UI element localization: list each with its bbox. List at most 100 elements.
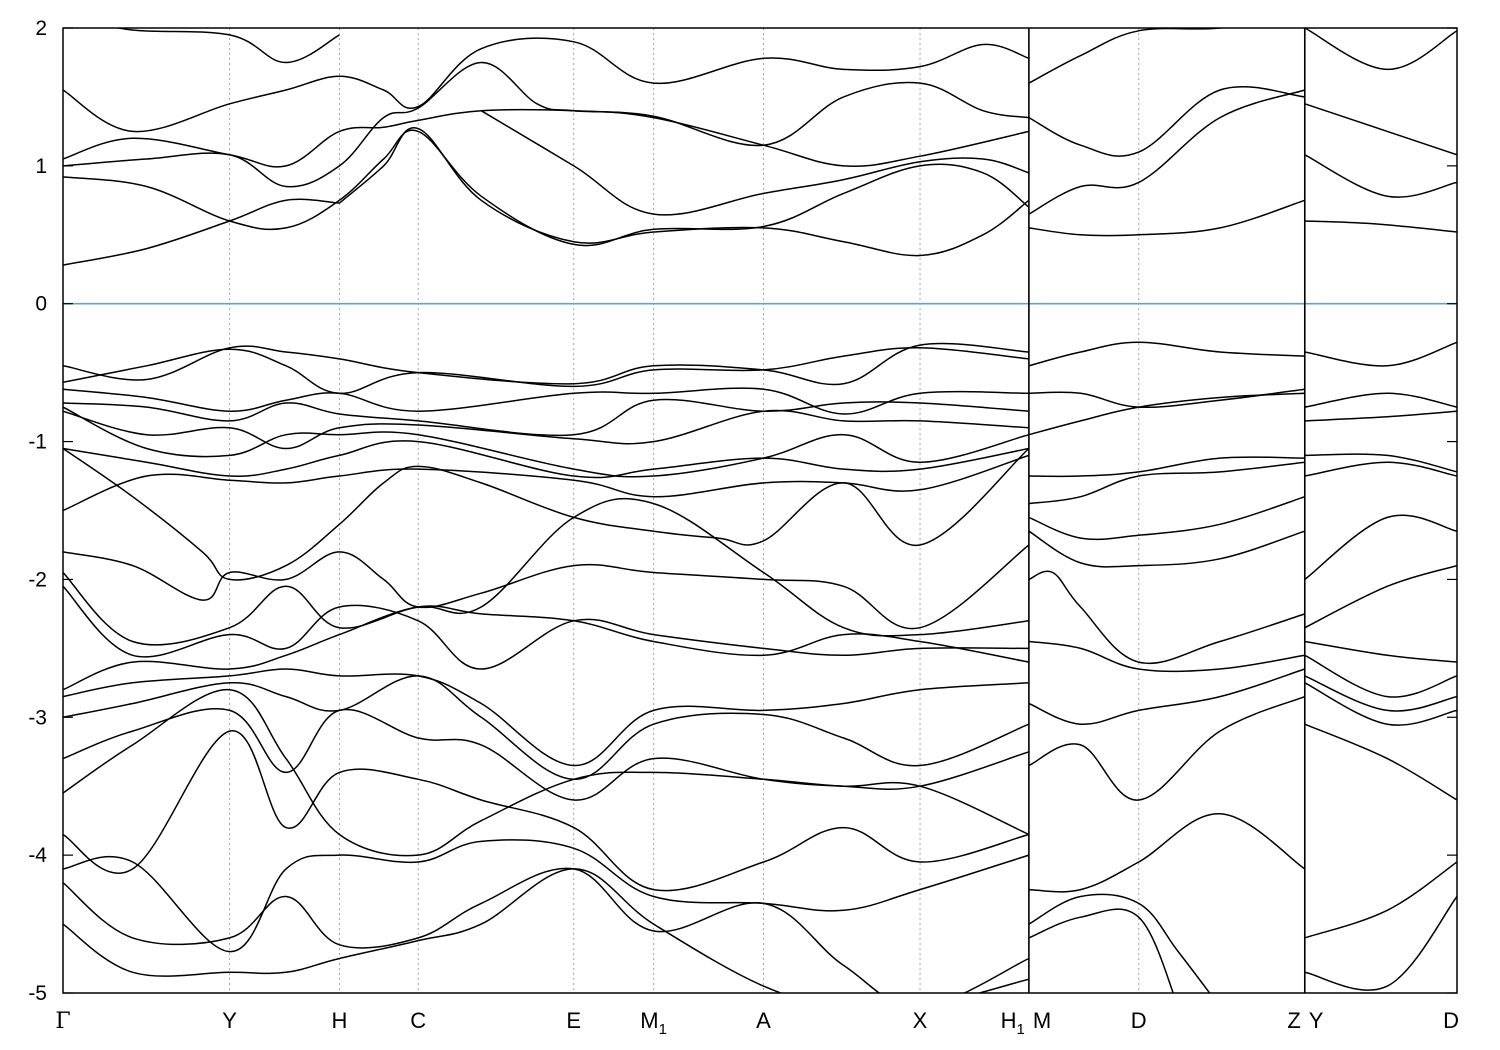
band-line-59 (1304, 654, 1457, 698)
y-tick-label: 2 (35, 17, 47, 40)
kpoint-subscript: 1 (659, 1021, 667, 1038)
band-line-6 (63, 37, 1030, 133)
band-line-5 (63, 61, 1030, 188)
band-line-18 (63, 387, 1029, 415)
x-axis-kpoint-labels: Γ Y H C E M1 A X H1 M D Z Y D (55, 1008, 1459, 1038)
band-line-51 (1304, 341, 1457, 367)
y-tick-label: -5 (28, 982, 47, 1005)
band-line-14 (1304, 103, 1457, 156)
band-line-61 (1304, 682, 1457, 726)
kpoint-label-x: X (913, 1008, 928, 1033)
band-line-11 (1028, 28, 1227, 84)
kpoint-base: E (566, 1008, 581, 1033)
band-line-37 (1028, 341, 1305, 367)
kpoint-base: C (410, 1008, 426, 1033)
band-line-41 (1028, 461, 1305, 505)
band-line-38 (1028, 388, 1305, 409)
band-line-39 (1028, 392, 1305, 436)
band-line-44 (1028, 570, 1306, 665)
band-line-4 (63, 108, 1030, 168)
kpoint-base: D (1443, 1008, 1459, 1033)
kpoint-label-y: Y (222, 1008, 237, 1033)
kpoint-base: H (1001, 1008, 1017, 1033)
grid-lines (229, 28, 1140, 993)
band-line-46 (1028, 668, 1306, 725)
y-axis-ticks: -5 -4 -3 -2 -1 0 1 2 (28, 17, 1457, 1005)
kpoint-base: A (756, 1008, 771, 1033)
band-line-42 (1028, 495, 1306, 541)
kpoint-label-e: E (566, 1008, 581, 1033)
kpoint-base: X (913, 1008, 928, 1033)
kpoint-label-h1-m-right: M (1033, 1008, 1051, 1033)
band-line-21 (63, 406, 1030, 478)
kpoint-base: D (1131, 1008, 1147, 1033)
band-line-40 (1028, 456, 1305, 478)
kpoint-base: Z (1287, 1008, 1300, 1033)
band-line-35 (63, 867, 1030, 993)
band-line-12 (1304, 220, 1457, 233)
kpoint-base: Γ (55, 1009, 70, 1034)
y-tick-label: -2 (28, 568, 47, 591)
band-line-29 (63, 668, 1029, 767)
band-line-58 (1304, 640, 1457, 663)
band-line-64 (1304, 896, 1457, 991)
band-line-50 (1028, 908, 1174, 993)
kpoint-label-h1-m-left: H1 (1001, 1008, 1025, 1038)
kpoint-label-d-end: D (1443, 1008, 1459, 1033)
band-line-1 (338, 127, 1030, 257)
band-line-23 (63, 454, 1030, 512)
band-line-63 (1304, 861, 1457, 939)
band-line-56 (1304, 514, 1457, 580)
band-line-15 (1304, 28, 1457, 71)
band-line-24 (63, 447, 1030, 581)
kpoint-label-h: H (331, 1008, 347, 1033)
band-line-57 (1304, 564, 1457, 629)
band-line-47 (1028, 695, 1306, 801)
band-line-7 (115, 28, 340, 64)
band-line-30 (63, 675, 1030, 781)
band-line-13 (1304, 154, 1457, 198)
band-line-43 (1028, 530, 1306, 568)
y-tick-label: 0 (35, 293, 47, 316)
band-line-28 (63, 605, 1030, 691)
y-tick-label: -1 (28, 431, 47, 454)
band-line-17 (63, 347, 1029, 395)
kpoint-label-z-y-right: Y (1309, 1008, 1324, 1033)
band-line-33 (63, 730, 1030, 892)
band-line-9 (1028, 89, 1306, 215)
band-line-54 (1304, 453, 1457, 473)
kpoint-base: Y (222, 1008, 237, 1033)
band-line-19 (63, 398, 1029, 437)
band-line-3 (480, 110, 1030, 216)
y-tick-label: -4 (28, 844, 47, 867)
band-line-27 (63, 585, 1029, 670)
kpoint-label-a: A (756, 1008, 771, 1033)
band-lines (63, 28, 1457, 993)
kpoint-label-gamma: Γ (55, 1009, 70, 1034)
plot-frame (62, 27, 1458, 994)
band-line-26 (63, 497, 1029, 646)
band-line-45 (1028, 640, 1305, 673)
band-line-49 (1028, 893, 1211, 993)
band-line-20 (63, 409, 1029, 450)
band-line-53 (1304, 410, 1457, 422)
band-line-2 (63, 129, 1030, 247)
kpoint-base: M (640, 1008, 658, 1033)
kpoint-label-d: D (1131, 1008, 1147, 1033)
band-line-8 (1028, 199, 1306, 237)
band-line-10 (1028, 86, 1305, 157)
band-line-62 (1304, 723, 1457, 801)
band-line-25 (63, 544, 1030, 630)
band-line-55 (1304, 461, 1457, 477)
kpoint-label-m1: M1 (640, 1008, 667, 1038)
band-line-34 (63, 839, 1030, 953)
kpoint-label-c: C (410, 1008, 426, 1033)
band-line-60 (1304, 675, 1457, 712)
band-line-52 (1304, 392, 1457, 408)
y-tick-label: 1 (35, 155, 47, 178)
band-line-48 (1028, 813, 1306, 893)
segment-breaks (1028, 28, 1306, 993)
band-line-32 (63, 688, 1030, 857)
kpoint-subscript: 1 (1017, 1021, 1025, 1038)
